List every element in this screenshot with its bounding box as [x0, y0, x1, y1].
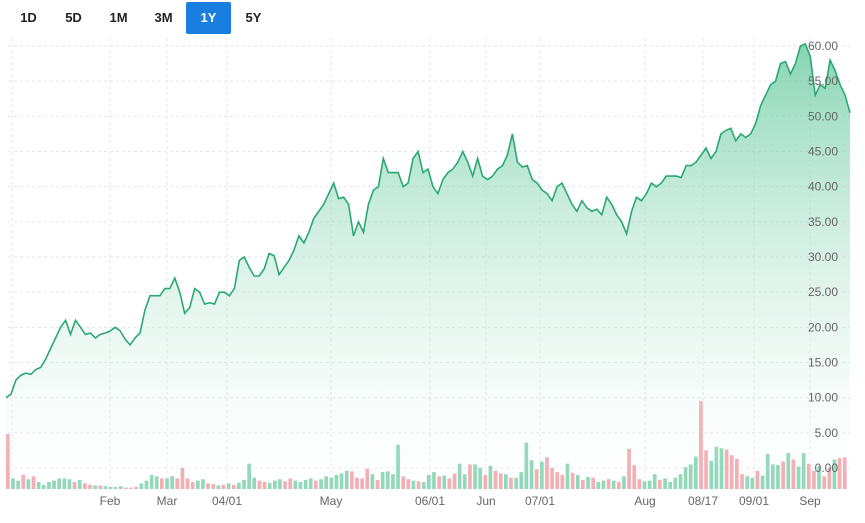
x-tick-label: Feb: [100, 494, 121, 508]
price-area: [6, 43, 850, 491]
x-tick-label: Jun: [476, 494, 495, 508]
y-tick-label: 5.00: [815, 426, 839, 440]
x-tick-label: May: [320, 494, 343, 508]
range-button-1y[interactable]: 1Y: [186, 2, 231, 34]
range-button-5y[interactable]: 5Y: [245, 10, 262, 25]
x-tick-label: 09/01: [739, 494, 769, 508]
y-axis-labels: 0.00 5.00 10.00 15.00 20.00 25.00 30.00 35.00 40…: [808, 39, 838, 475]
y-tick-label: 0.00: [815, 461, 839, 475]
y-tick-label: 25.00: [808, 285, 838, 299]
y-tick-label: 10.00: [808, 391, 838, 405]
range-selector: 1D 5D 1M 3M 1Y 5Y: [6, 2, 276, 34]
price-line: [5, 42, 851, 399]
y-tick-label: 55.00: [808, 74, 838, 88]
x-tick-label: 06/01: [415, 494, 445, 508]
x-tick-label: 04/01: [212, 494, 242, 508]
x-axis-labels: Feb Mar 04/01 May 06/01 Jun 07/01 Aug 08/17 09/01…: [100, 494, 821, 508]
x-tick-label: Sep: [799, 494, 821, 508]
y-tick-label: 60.00: [808, 39, 838, 53]
range-button-1d[interactable]: 1D: [20, 10, 37, 25]
range-button-1m[interactable]: 1M: [109, 10, 128, 25]
x-tick-label: Mar: [157, 494, 178, 508]
x-tick-label: 08/17: [688, 494, 718, 508]
y-tick-label: 20.00: [808, 320, 838, 334]
x-tick-label: Aug: [634, 494, 655, 508]
y-tick-label: 50.00: [808, 109, 838, 123]
y-tick-label: 45.00: [808, 145, 838, 159]
range-button-3m[interactable]: 3M: [154, 10, 173, 25]
y-tick-label: 40.00: [808, 180, 838, 194]
y-tick-label: 30.00: [808, 250, 838, 264]
x-tick-label: 07/01: [525, 494, 555, 508]
range-button-5d[interactable]: 5D: [65, 10, 82, 25]
y-tick-label: 15.00: [808, 356, 838, 370]
y-tick-label: 35.00: [808, 215, 838, 229]
